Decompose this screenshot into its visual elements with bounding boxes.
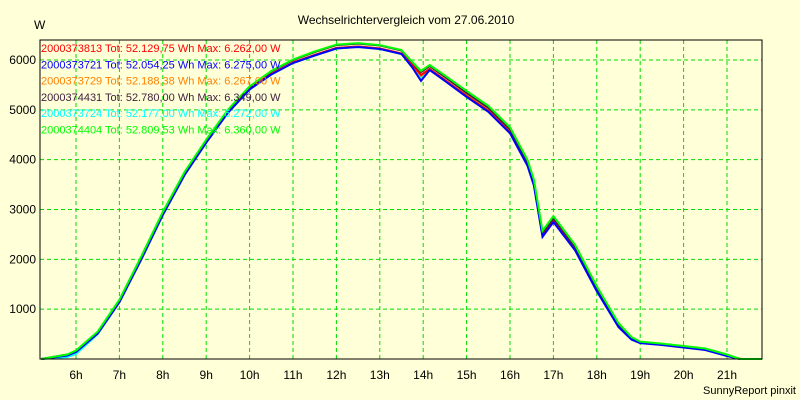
x-tick-label: 14h [413, 368, 433, 382]
x-tick-label: 16h [500, 368, 520, 382]
y-axis-label: W [34, 18, 46, 32]
y-tick-label: 4000 [9, 153, 36, 167]
legend-entry: 2000373724 Tot: 52.177,00 Wh Max: 6.272,… [41, 108, 281, 120]
y-tick-label: 3000 [9, 203, 36, 217]
x-tick-label: 12h [326, 368, 346, 382]
plot-frame [39, 39, 763, 360]
x-tick-label: 10h [240, 368, 260, 382]
grid [40, 40, 762, 359]
x-tick-label: 7h [113, 368, 126, 382]
x-tick-label: 13h [370, 368, 390, 382]
x-tick-label: 20h [674, 368, 694, 382]
legend: 2000373813 Tot: 52.129,75 Wh Max: 6.262,… [41, 43, 281, 137]
x-tick-label: 21h [717, 368, 737, 382]
y-tick-label: 6000 [9, 53, 36, 67]
x-tick-label: 19h [630, 368, 650, 382]
x-tick-label: 8h [156, 368, 169, 382]
series-lines [41, 42, 762, 360]
series-line-2000374404 [41, 42, 762, 360]
footer-credit: SunnyReport pinxit [703, 385, 796, 397]
x-tick-label: 9h [200, 368, 213, 382]
x-tick-label: 6h [69, 368, 82, 382]
x-tick-label: 18h [587, 368, 607, 382]
legend-entry: 2000373813 Tot: 52.129,75 Wh Max: 6.262,… [41, 43, 281, 55]
axes: 6h 7h 8h 9h 10h 11h 12h 13h 14h 15h 16h 17h 18h 19h 20… [9, 39, 763, 382]
series-line-2000373721 [41, 45, 762, 360]
legend-entry: 2000373721 Tot: 52.054,25 Wh Max: 6.275,… [41, 59, 281, 71]
legend-entry: 2000374404 Tot: 52.809,53 Wh Max: 6.360,… [41, 125, 281, 137]
x-tick-label: 11h [283, 368, 302, 382]
legend-entry: 2000374431 Tot: 52.780,00 Wh Max: 6.349,… [41, 92, 281, 104]
y-tick-label: 5000 [9, 103, 36, 117]
y-tick-label: 2000 [9, 252, 36, 266]
x-tick-label: 17h [543, 368, 563, 382]
y-tick-label: 1000 [9, 302, 36, 316]
legend-entry: 2000373729 Tot: 52.188,38 Wh Max: 6.267,… [41, 76, 281, 88]
chart-title: Wechselrichtervergleich vom 27.06.2010 [298, 13, 515, 27]
x-tick-label: 15h [457, 368, 477, 382]
